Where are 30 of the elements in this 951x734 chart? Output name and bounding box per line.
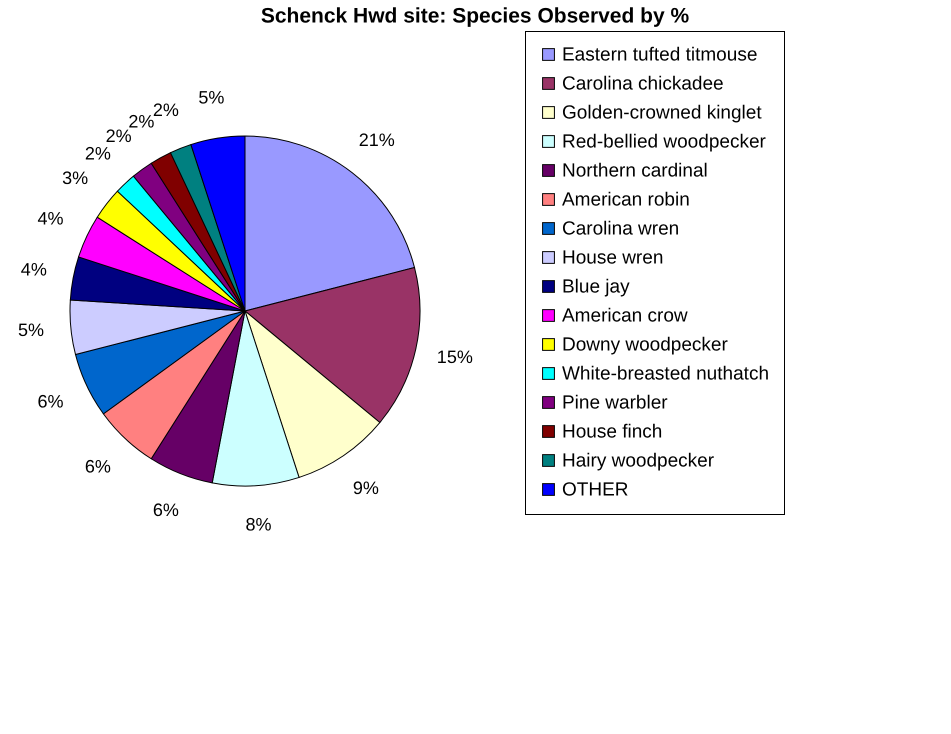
legend-label: American crow: [562, 306, 688, 326]
legend-label: OTHER: [562, 480, 628, 500]
data-label: 6%: [37, 392, 64, 412]
legend-label: Golden-crowned kinglet: [562, 102, 762, 124]
legend-label: Blue jay: [562, 276, 630, 298]
legend-label: Northern cardinal: [562, 160, 708, 182]
legend-label: Hairy woodpecker: [562, 450, 715, 472]
data-label: 4%: [37, 208, 64, 228]
data-label: 3%: [62, 168, 88, 188]
chart-title: Schenck Hwd site: Species Observed by %: [260, 4, 690, 28]
data-label: 5%: [18, 320, 44, 340]
legend-label: American robin: [562, 190, 690, 210]
data-label: 4%: [20, 260, 47, 280]
legend-label: Red-bellied woodpecker: [562, 132, 767, 152]
data-label: 8%: [245, 514, 272, 535]
legend-label: White-breasted nuthatch: [562, 364, 770, 384]
data-label: 6%: [152, 500, 179, 520]
legend-label: Carolina chickadee: [562, 74, 724, 94]
legend-label: Downy woodpecker: [562, 334, 728, 356]
legend-label: House finch: [562, 422, 662, 442]
legend-label: House wren: [562, 248, 664, 268]
legend-label: Eastern tufted titmouse: [562, 44, 758, 66]
data-label: 15%: [436, 346, 473, 367]
data-label: 9%: [352, 478, 379, 498]
data-label: 21%: [358, 130, 395, 150]
data-label: 5%: [198, 88, 224, 108]
legend-label: Carolina wren: [562, 218, 680, 240]
data-label: 2%: [152, 100, 179, 120]
data-label: 6%: [84, 456, 111, 477]
legend-label: Pine warbler: [562, 392, 668, 414]
